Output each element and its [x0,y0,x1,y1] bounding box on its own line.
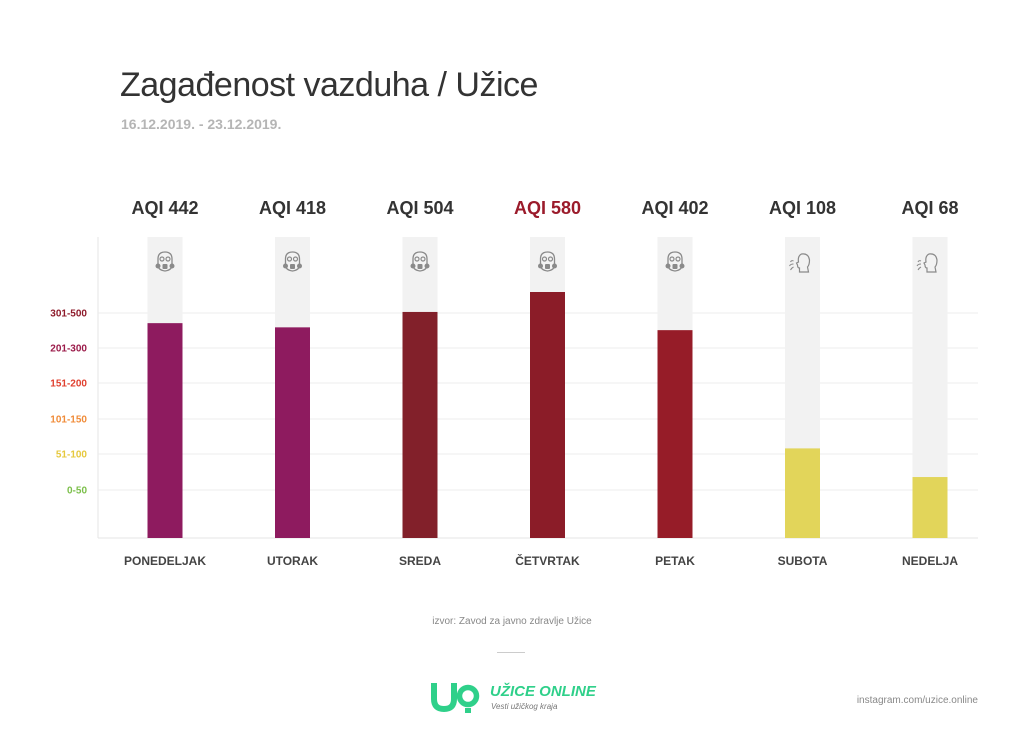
x-tick-label: NEDELJA [902,554,958,568]
brand-name: UŽICE ONLINE [490,683,596,700]
bar [402,311,438,538]
bar [275,327,310,538]
chart-subtitle: 16.12.2019. - 23.12.2019. [121,116,282,132]
y-tick-label: 151-200 [50,379,87,390]
bar [785,448,820,538]
x-tick-label: PONEDELJAK [124,554,206,568]
bar [657,330,693,538]
value-label: AQI 504 [386,198,453,218]
bar [912,477,948,538]
source-note: izvor: Zavod za javno zdravlje Užice [432,616,592,627]
y-tick-label: 0-50 [67,486,87,497]
x-tick-label: ČETVRTAK [515,553,580,568]
value-label: AQI 402 [641,198,708,218]
person-breathing-icon [916,253,938,273]
gas-mask-icon [283,251,302,272]
y-tick-label: 51-100 [56,450,88,461]
value-label: AQI 580 [514,198,581,218]
chart-title: Zagađenost vazduha / Užice [120,66,538,104]
y-tick-label: 301-500 [50,309,87,320]
gas-mask-icon [410,251,430,272]
gas-mask-icon [665,251,685,272]
value-label: AQI 108 [769,198,836,218]
uzice-online-logo-icon [431,683,480,713]
x-tick-label: SREDA [399,554,441,568]
value-label: AQI 418 [259,198,326,218]
x-tick-label: SUBOTA [778,554,828,568]
value-label: AQI 442 [131,198,198,218]
brand-tagline: Vesti užičkog kraja [491,702,558,711]
value-label: AQI 68 [901,198,958,218]
x-tick-label: PETAK [655,554,695,568]
divider [497,652,525,653]
gas-mask-icon [538,251,557,272]
y-tick-label: 201-300 [50,344,87,355]
instagram-link[interactable]: instagram.com/uzice.online [856,695,978,706]
bar [147,323,183,538]
person-breathing-icon [789,253,811,273]
y-tick-label: 101-150 [50,415,87,426]
bar [530,292,565,538]
x-tick-label: UTORAK [267,554,318,568]
gas-mask-icon [155,251,175,272]
